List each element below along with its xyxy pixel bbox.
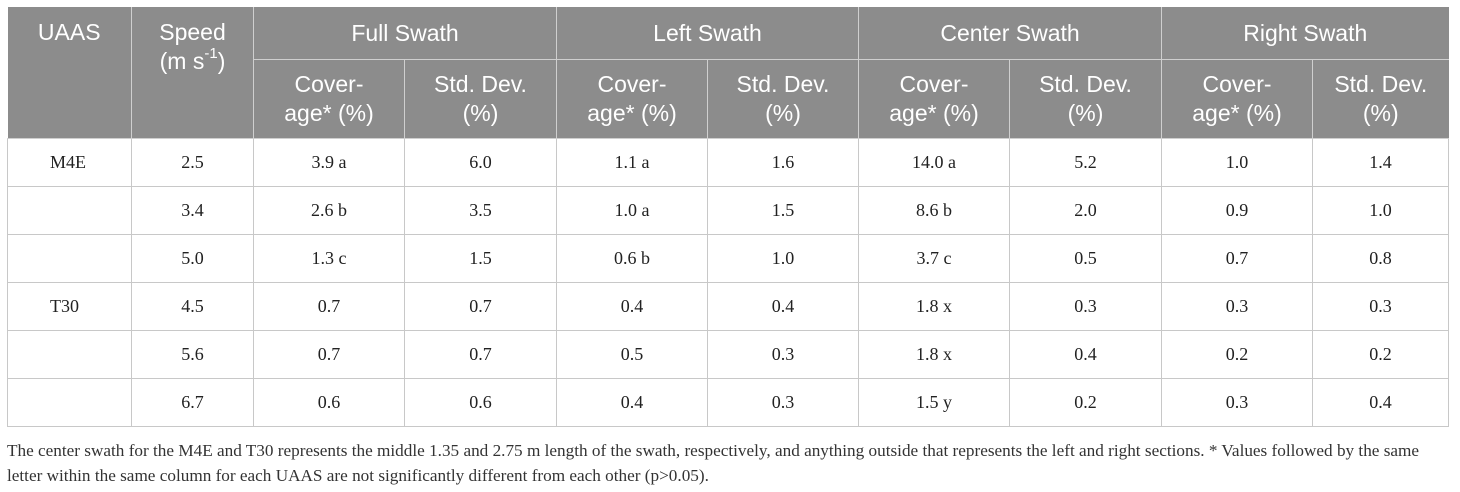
table-row: 5.0 1.3 c 1.5 0.6 b 1.0 3.7 c 0.5 0.7 0.… xyxy=(7,234,1450,283)
cell-left-coverage: 1.0 a xyxy=(556,186,708,235)
table-row: T30 4.5 0.7 0.7 0.4 0.4 1.8 x 0.3 0.3 0.… xyxy=(7,282,1450,331)
cell-right-std-dev: 0.2 xyxy=(1312,330,1450,379)
cell-full-coverage: 3.9 a xyxy=(253,138,405,187)
table-row: M4E 2.5 3.9 a 6.0 1.1 a 1.6 14.0 a 5.2 1… xyxy=(7,138,1450,187)
subheader-coverage: Cover-age* (%) xyxy=(858,59,1010,139)
cell-full-std-dev: 3.5 xyxy=(404,186,557,235)
cell-center-std-dev: 0.2 xyxy=(1009,378,1163,427)
cell-full-std-dev: 0.7 xyxy=(404,282,557,331)
header-row-groups: UAAS Speed (m s-1) Full Swath Left Swath… xyxy=(7,7,1449,139)
cell-left-std-dev: 0.4 xyxy=(707,282,859,331)
cell-full-std-dev: 0.6 xyxy=(404,378,557,427)
cell-full-coverage: 0.7 xyxy=(253,282,405,331)
cell-uaas xyxy=(7,234,132,283)
cell-uaas: T30 xyxy=(7,282,132,331)
cell-center-std-dev: 0.3 xyxy=(1009,282,1163,331)
cell-right-coverage: 1.0 xyxy=(1161,138,1314,187)
cell-center-std-dev: 0.4 xyxy=(1009,330,1163,379)
cell-left-coverage: 0.4 xyxy=(556,378,708,427)
header-full-swath: Full Swath xyxy=(253,7,557,60)
cell-left-coverage: 0.6 b xyxy=(556,234,708,283)
table-footnote: The center swath for the M4E and T30 rep… xyxy=(7,441,1420,485)
results-table: UAAS Speed (m s-1) Full Swath Left Swath… xyxy=(7,7,1450,427)
cell-right-std-dev: 0.3 xyxy=(1312,282,1450,331)
cell-left-std-dev: 0.3 xyxy=(707,378,859,427)
header-speed: Speed (m s-1) xyxy=(131,7,254,139)
cell-speed: 6.7 xyxy=(131,378,254,427)
cell-uaas: M4E xyxy=(7,138,132,187)
cell-uaas xyxy=(7,186,132,235)
cell-center-coverage: 3.7 c xyxy=(858,234,1010,283)
cell-right-std-dev: 1.4 xyxy=(1312,138,1450,187)
subheader-std-dev: Std. Dev. (%) xyxy=(1312,59,1449,139)
header-row-subcolumns: Cover-age* (%) Std. Dev. (%) Cover-age* (… xyxy=(8,59,1449,139)
cell-right-coverage: 0.3 xyxy=(1161,282,1314,331)
cell-left-coverage: 1.1 a xyxy=(556,138,708,187)
subheader-std-dev: Std. Dev. (%) xyxy=(707,59,859,139)
cell-uaas xyxy=(7,378,132,427)
cell-right-coverage: 0.7 xyxy=(1161,234,1314,283)
cell-full-coverage: 0.6 xyxy=(253,378,405,427)
header-right-swath: Right Swath xyxy=(1161,7,1449,60)
subheader-coverage: Cover-age* (%) xyxy=(253,59,405,139)
cell-center-coverage: 1.5 y xyxy=(858,378,1010,427)
table-row: 3.4 2.6 b 3.5 1.0 a 1.5 8.6 b 2.0 0.9 1.… xyxy=(7,186,1450,235)
cell-center-coverage: 1.8 x xyxy=(858,282,1010,331)
cell-uaas xyxy=(7,330,132,379)
cell-full-std-dev: 0.7 xyxy=(404,330,557,379)
cell-speed: 2.5 xyxy=(131,138,254,187)
cell-center-std-dev: 5.2 xyxy=(1009,138,1163,187)
cell-right-std-dev: 1.0 xyxy=(1312,186,1450,235)
cell-full-std-dev: 1.5 xyxy=(404,234,557,283)
cell-left-std-dev: 1.0 xyxy=(707,234,859,283)
cell-speed: 4.5 xyxy=(131,282,254,331)
cell-center-coverage: 14.0 a xyxy=(858,138,1010,187)
subheader-coverage: Cover-age* (%) xyxy=(1161,59,1314,139)
cell-left-std-dev: 1.5 xyxy=(707,186,859,235)
header-center-swath: Center Swath xyxy=(858,7,1163,60)
cell-right-coverage: 0.3 xyxy=(1161,378,1314,427)
cell-right-std-dev: 0.4 xyxy=(1312,378,1450,427)
cell-right-coverage: 0.9 xyxy=(1161,186,1314,235)
cell-full-coverage: 2.6 b xyxy=(253,186,405,235)
table-row: 6.7 0.6 0.6 0.4 0.3 1.5 y 0.2 0.3 0.4 xyxy=(7,378,1450,427)
header-uaas: UAAS xyxy=(7,7,132,139)
cell-full-std-dev: 6.0 xyxy=(404,138,557,187)
cell-center-coverage: 1.8 x xyxy=(858,330,1010,379)
cell-center-coverage: 8.6 b xyxy=(858,186,1010,235)
cell-right-std-dev: 0.8 xyxy=(1312,234,1450,283)
subheader-coverage: Cover-age* (%) xyxy=(556,59,708,139)
cell-right-coverage: 0.2 xyxy=(1161,330,1314,379)
cell-speed: 3.4 xyxy=(131,186,254,235)
results-table-container: UAAS Speed (m s-1) Full Swath Left Swath… xyxy=(7,7,1450,427)
cell-left-std-dev: 0.3 xyxy=(707,330,859,379)
cell-speed: 5.6 xyxy=(131,330,254,379)
cell-center-std-dev: 0.5 xyxy=(1009,234,1163,283)
cell-left-coverage: 0.4 xyxy=(556,282,708,331)
subheader-std-dev: Std. Dev. (%) xyxy=(404,59,557,139)
cell-full-coverage: 1.3 c xyxy=(253,234,405,283)
cell-full-coverage: 0.7 xyxy=(253,330,405,379)
cell-center-std-dev: 2.0 xyxy=(1009,186,1163,235)
subheader-std-dev: Std. Dev. (%) xyxy=(1009,59,1163,139)
header-left-swath: Left Swath xyxy=(556,7,859,60)
cell-speed: 5.0 xyxy=(131,234,254,283)
cell-left-coverage: 0.5 xyxy=(556,330,708,379)
cell-left-std-dev: 1.6 xyxy=(707,138,859,187)
table-row: 5.6 0.7 0.7 0.5 0.3 1.8 x 0.4 0.2 0.2 xyxy=(7,330,1450,379)
